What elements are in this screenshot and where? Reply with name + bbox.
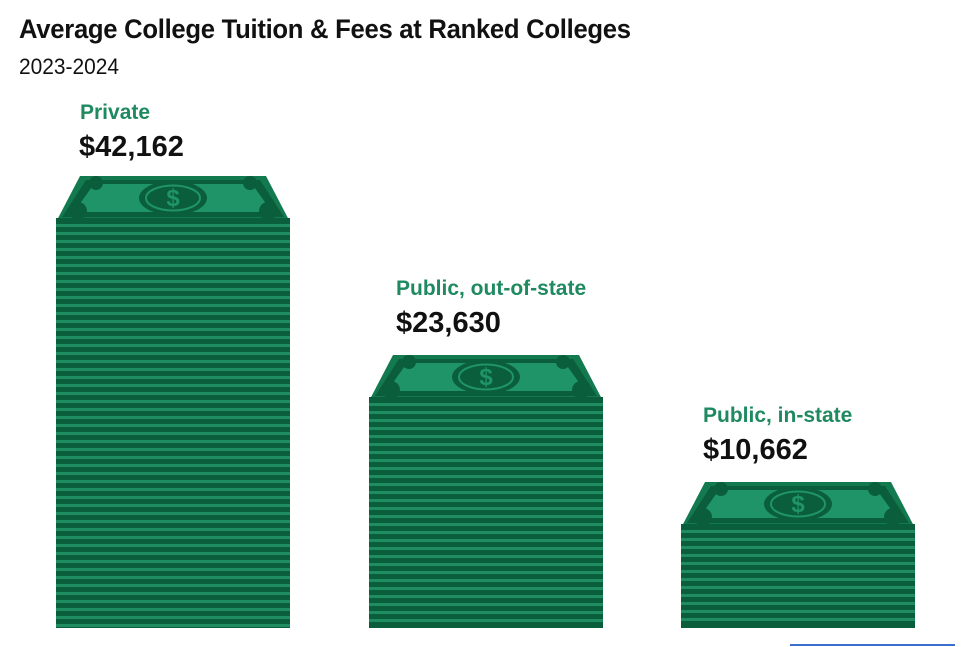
chart-subtitle: 2023-2024 (19, 54, 119, 79)
chart-title: Average College Tuition & Fees at Ranked… (19, 14, 631, 44)
dollar-bill-stack-icon: $ (681, 482, 915, 628)
bar-value-public-in-state: $10,662 (703, 434, 808, 466)
bar-label-private: Private (80, 101, 151, 124)
bar-value-public-out-of-state: $23,630 (396, 307, 501, 339)
bar-label-public-out-of-state: Public, out-of-state (396, 277, 587, 300)
bar-value-private: $42,162 (79, 131, 184, 163)
dollar-bill-stack-icon: $ (56, 176, 290, 628)
svg-text:$: $ (479, 364, 493, 391)
footer-divider (790, 644, 955, 646)
bar-label-public-in-state: Public, in-state (703, 404, 853, 427)
dollar-bill-stack-icon: $ (369, 355, 603, 628)
svg-text:$: $ (166, 185, 180, 212)
svg-text:$: $ (791, 491, 805, 518)
